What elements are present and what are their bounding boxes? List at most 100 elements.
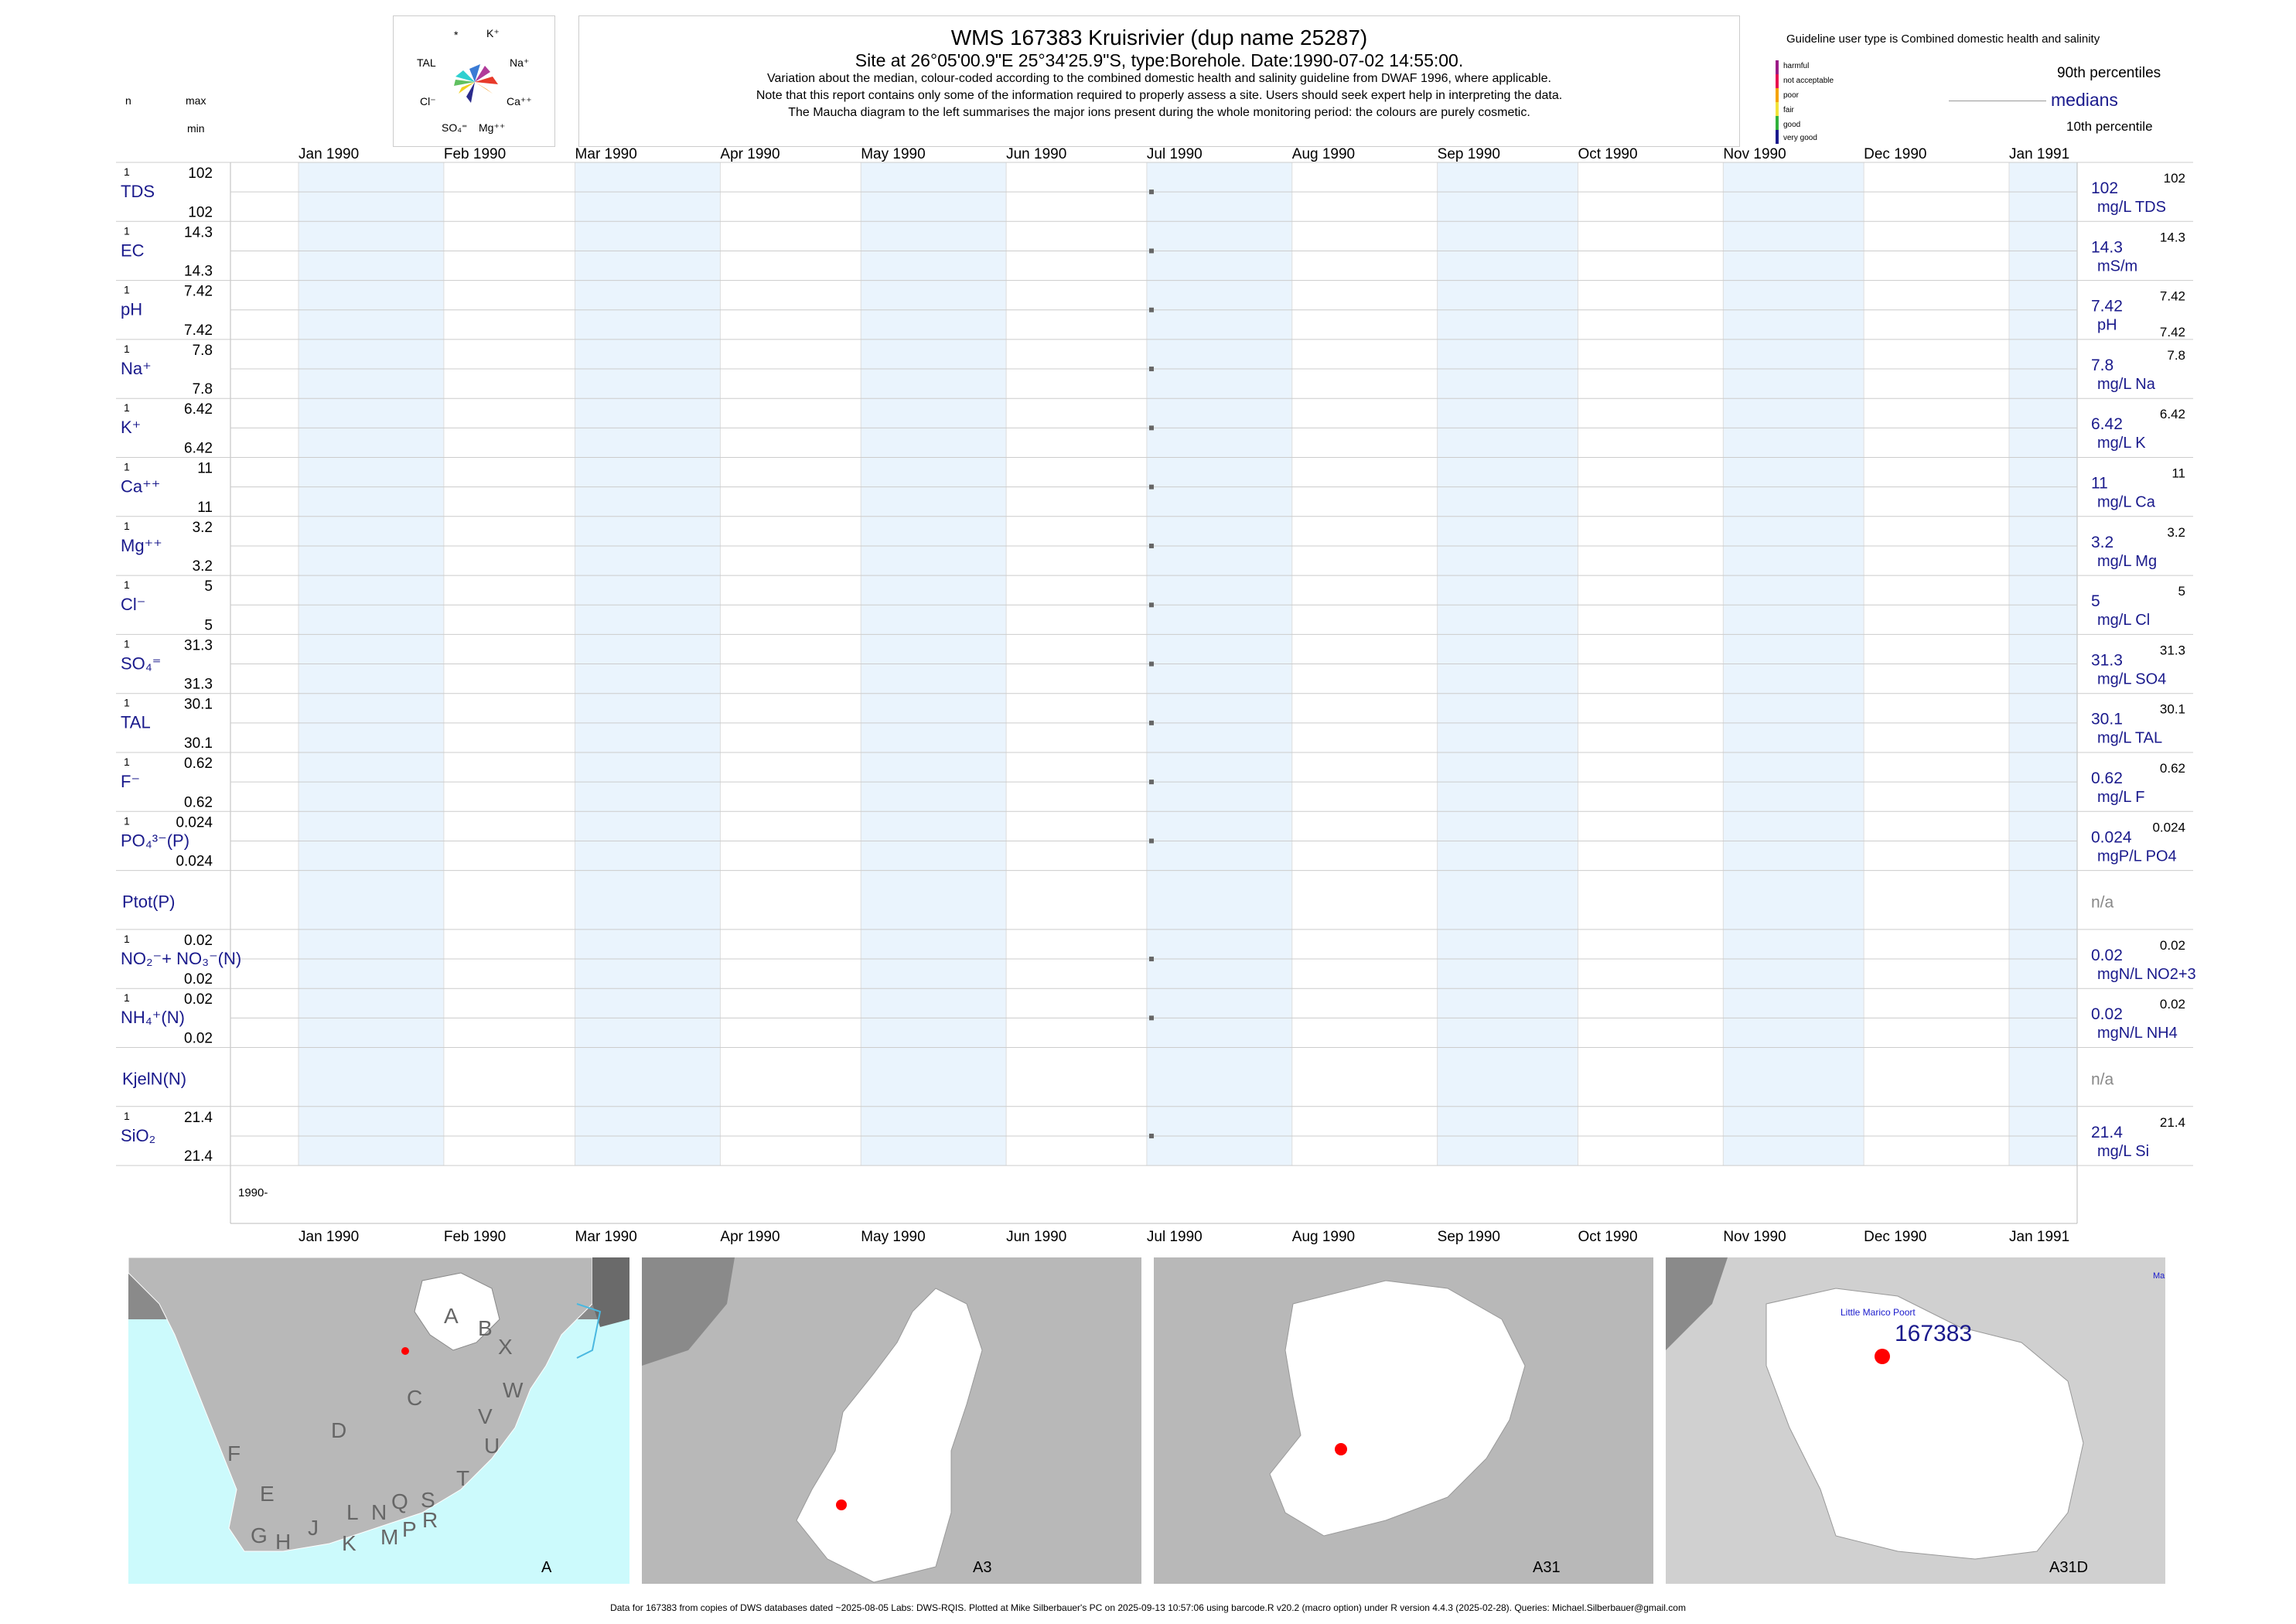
map-letter: P — [402, 1517, 417, 1541]
p90-value: 5 — [2178, 584, 2185, 599]
unit-label: mg/L Mg — [2097, 553, 2157, 570]
map-letter: H — [275, 1530, 292, 1554]
p90-value: 0.02 — [2160, 938, 2185, 953]
row-count: 1 — [124, 814, 130, 827]
month-tick-label: Apr 1990 — [720, 146, 780, 162]
row-min: 7.8 — [193, 381, 213, 397]
row-count: 1 — [124, 165, 130, 178]
row-label: F⁻ — [121, 772, 140, 791]
data-point — [1148, 720, 1154, 725]
p90-value: 0.62 — [2160, 761, 2185, 776]
row-count: 1 — [124, 1110, 130, 1122]
map-letter: B — [478, 1316, 493, 1340]
data-point — [1148, 248, 1154, 254]
p90-value: 31.3 — [2160, 643, 2185, 657]
row-max: 6.42 — [184, 401, 213, 418]
n-header: n — [125, 94, 131, 107]
month-tick-label: Jan 1991 — [2009, 1229, 2069, 1245]
page-title: WMS 167383 Kruisrivier (dup name 25287) — [950, 26, 1368, 49]
data-point — [1148, 189, 1154, 195]
map-letter: N — [371, 1500, 387, 1524]
site-marker — [401, 1347, 409, 1355]
maucha-label: Ca⁺⁺ — [507, 95, 532, 107]
map-letter: V — [478, 1404, 493, 1428]
row-max: 0.62 — [184, 756, 213, 772]
p90-value: 0.024 — [2152, 820, 2185, 834]
median-value: 14.3 — [2091, 238, 2123, 256]
unit-label: pH — [2097, 317, 2117, 334]
map-letter: R — [422, 1508, 438, 1532]
row-min: 31.3 — [184, 677, 213, 693]
row-count: 1 — [124, 343, 130, 355]
unit-label: mg/L TDS — [2097, 199, 2166, 216]
data-point — [1148, 425, 1154, 431]
p90-value: 102 — [2164, 171, 2185, 186]
report-header: WMS 167383 Kruisrivier (dup name 25287) … — [578, 15, 1740, 147]
row-label: K⁺ — [121, 418, 141, 437]
row-min: 7.42 — [184, 322, 213, 339]
row-max: 0.02 — [184, 991, 213, 1008]
row-max: 7.8 — [193, 343, 213, 359]
map-label: A31D — [2049, 1559, 2089, 1576]
month-tick-label: Dec 1990 — [1864, 1229, 1926, 1245]
row-label: Ca⁺⁺ — [121, 477, 160, 496]
data-point — [1148, 661, 1154, 667]
median-value: 0.62 — [2091, 769, 2123, 787]
row-label: KjelN(N) — [122, 1070, 186, 1089]
row-max: 21.4 — [184, 1110, 213, 1126]
row-min: 5 — [204, 617, 213, 633]
p90-value: 6.42 — [2160, 407, 2185, 421]
site-marker — [1875, 1349, 1890, 1364]
footer-note: Data for 167383 from copies of DWS datab… — [610, 1602, 1686, 1613]
map-letter: W — [503, 1378, 524, 1402]
a31-map — [1269, 1280, 1526, 1537]
map-letter: K — [342, 1531, 357, 1555]
legend-p10: 10th percentile — [2066, 119, 2153, 134]
map-letter: U — [484, 1434, 500, 1458]
unit-label: mg/L Ca — [2097, 494, 2156, 511]
row-min: 14.3 — [184, 264, 213, 280]
guideline-level: not acceptable — [1783, 77, 1834, 85]
maucha-diagram: * K⁺ TAL Na⁺ Cl⁻ Ca⁺⁺ SO₄⁼ Mg⁺⁺ — [393, 15, 555, 147]
month-tick-label: Nov 1990 — [1723, 1229, 1786, 1245]
month-tick-label: Sep 1990 — [1438, 1229, 1500, 1245]
maucha-star — [454, 64, 498, 103]
legend-medians: medians — [2051, 90, 2118, 110]
data-point — [1148, 957, 1154, 962]
median-value: 102 — [2091, 179, 2118, 197]
median-value: 0.02 — [2091, 1005, 2123, 1023]
data-point — [1148, 1015, 1154, 1021]
row-label: Ptot(P) — [122, 892, 175, 912]
row-label: NO₂⁻+ NO₃⁻(N) — [121, 949, 241, 968]
month-tick-label: Feb 1990 — [444, 146, 506, 162]
water-quality-chart: Jan 1990 Feb 1990 Mar 1990 Apr 1990 May 1990… — [116, 146, 2196, 1245]
header-note: Variation about the median, colour-coded… — [767, 72, 1551, 85]
month-tick-label: Apr 1990 — [720, 1229, 780, 1245]
median-value: 30.1 — [2091, 711, 2123, 728]
row-count: 1 — [124, 991, 130, 1004]
month-tick-label: May 1990 — [861, 146, 925, 162]
a31d-map — [1666, 1257, 2084, 1560]
data-point — [1148, 780, 1154, 785]
year-label: 1990- — [238, 1186, 268, 1199]
map-panel-a31: A31 — [1154, 1257, 1653, 1584]
median-value: 11 — [2091, 475, 2108, 493]
month-tick-label: Sep 1990 — [1438, 146, 1500, 162]
data-point — [1148, 484, 1154, 490]
data-point — [1148, 1133, 1154, 1138]
row-count: 1 — [124, 697, 130, 709]
row-max: 11 — [197, 461, 213, 477]
p90-value: 30.1 — [2160, 702, 2185, 717]
data-point — [1148, 307, 1154, 312]
row-count: 1 — [124, 401, 130, 414]
unit-label: mgN/L NH4 — [2097, 1025, 2178, 1042]
map-letter: S — [421, 1488, 435, 1512]
south-africa-map — [128, 1257, 629, 1552]
p90-value: 7.8 — [2167, 348, 2185, 363]
p90-value: 14.3 — [2160, 230, 2185, 244]
data-point — [1148, 367, 1154, 372]
row-label: Na⁺ — [121, 359, 152, 378]
row-count: 1 — [124, 224, 130, 237]
row-max: 3.2 — [193, 520, 213, 536]
row-label: PO₄³⁻(P) — [121, 831, 189, 850]
